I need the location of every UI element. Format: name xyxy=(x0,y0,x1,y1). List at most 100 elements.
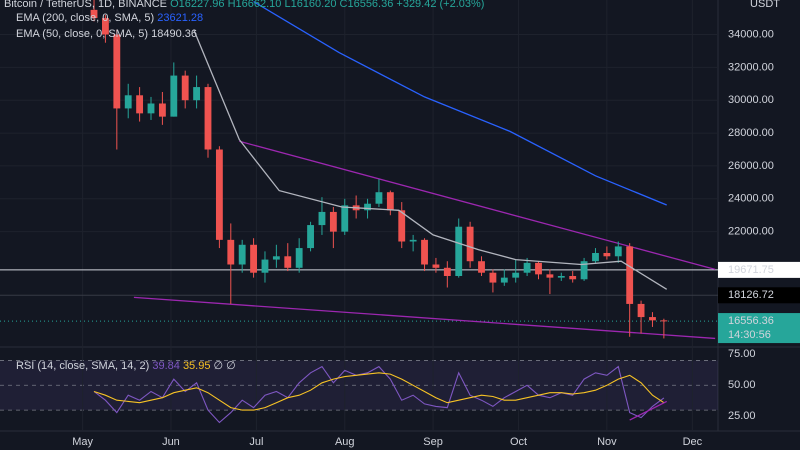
rsi-tick-label: 25.00 xyxy=(728,410,756,422)
x-tick-label: Jun xyxy=(162,436,180,448)
price-label-box xyxy=(718,313,800,344)
x-tick-label: May xyxy=(72,436,93,448)
label-layer: Bitcoin / TetherUS, 1D, BINANCE O16227.9… xyxy=(4,0,800,448)
candle-body xyxy=(432,264,440,268)
candle-body xyxy=(546,274,554,278)
y-tick-label: 30000.00 xyxy=(728,94,774,106)
candle-body xyxy=(489,272,497,283)
trendline xyxy=(239,140,716,271)
currency: USDT xyxy=(750,0,780,10)
candle-body xyxy=(660,320,668,322)
candle-body xyxy=(329,211,337,232)
candle-body xyxy=(398,210,406,242)
candle-body xyxy=(284,256,292,268)
legend-value: 35.95 xyxy=(183,360,211,372)
candle-body xyxy=(603,253,611,257)
rsi-tick-label: 50.00 xyxy=(728,379,756,391)
candle-body xyxy=(455,226,463,276)
candle-body xyxy=(523,262,531,273)
ohlc: O16227.96 H16662.10 L16160.20 C16556.36 … xyxy=(170,0,484,10)
candle-body xyxy=(421,239,428,265)
legend-name: EMA (50, close, 0, SMA, 5) xyxy=(16,28,148,40)
candle-body xyxy=(614,246,622,257)
candle-body xyxy=(124,95,132,109)
y-tick-label: 32000.00 xyxy=(728,61,774,73)
candle-body xyxy=(261,259,269,273)
candle-body xyxy=(500,277,508,283)
legend-ema200: EMA (200, close, 0, SMA, 5) 23621.28 xyxy=(16,12,203,24)
candle-body xyxy=(181,75,189,101)
x-tick-label: Dec xyxy=(683,436,703,448)
x-tick-label: Aug xyxy=(335,436,355,448)
y-tick-label: 26000.00 xyxy=(728,160,774,172)
candle-body xyxy=(637,303,645,318)
candle-body xyxy=(250,244,257,273)
rsi-band xyxy=(0,360,718,411)
candle-body xyxy=(227,239,235,265)
candle-body xyxy=(649,317,656,321)
candle-body xyxy=(136,95,144,114)
candle-body xyxy=(215,149,223,240)
rsi-layer xyxy=(0,360,718,411)
y-tick-label: 34000.00 xyxy=(728,28,774,40)
rsi-trendline xyxy=(629,400,668,421)
candle-body xyxy=(170,75,178,117)
candle-body xyxy=(295,248,303,268)
legend-rsi: RSI (14, close, SMA, 14, 2) 39.84 35.95 … xyxy=(16,360,236,372)
candle-body xyxy=(626,246,634,304)
candle-body xyxy=(580,261,588,280)
legend-ema50: EMA (50, close, 0, SMA, 5) 18490.36 xyxy=(16,28,197,40)
chart-title: Bitcoin / TetherUS, 1D, BINANCE O16227.9… xyxy=(4,0,484,10)
candle-body xyxy=(386,192,394,211)
price-label-box xyxy=(718,287,800,304)
candle-body xyxy=(158,103,166,117)
y-tick-label: 24000.00 xyxy=(728,193,774,205)
trendline xyxy=(133,296,716,340)
candle-body xyxy=(443,267,451,276)
price-label: 16556.36 xyxy=(728,315,774,327)
candle-body xyxy=(193,87,201,101)
candle-body xyxy=(375,192,383,204)
price-label: 19671.75 xyxy=(728,264,774,276)
candle-body xyxy=(147,103,155,114)
legend-value: 18490.36 xyxy=(151,28,197,40)
y-tick-label: 28000.00 xyxy=(728,127,774,139)
candle-body xyxy=(307,225,314,249)
candle-body xyxy=(478,261,485,273)
candle-body xyxy=(272,256,280,260)
candle-body xyxy=(238,244,246,265)
legend-value: 39.84 xyxy=(152,360,180,372)
legend-value: 23621.28 xyxy=(157,12,203,24)
ema-line xyxy=(253,1,667,206)
candle-body xyxy=(341,205,349,232)
candle-body xyxy=(466,226,474,262)
candle-body xyxy=(569,276,577,280)
candle-body xyxy=(557,276,565,278)
candle-body xyxy=(90,9,98,19)
candle-body xyxy=(535,262,542,275)
x-tick-label: Oct xyxy=(510,436,527,448)
rsi-tick-label: 75.00 xyxy=(728,348,756,360)
plot-layer xyxy=(0,0,718,430)
symbol: Bitcoin / TetherUS, 1D, BINANCE xyxy=(4,0,167,10)
candle-body xyxy=(364,203,371,211)
x-tick-label: Jul xyxy=(249,436,263,448)
x-tick-label: Sep xyxy=(423,436,443,448)
candle-body xyxy=(102,18,109,35)
countdown: 14:30:56 xyxy=(728,329,771,341)
legend-name: RSI (14, close, SMA, 14, 2) xyxy=(16,360,149,372)
candle-body xyxy=(204,87,212,150)
candle-body xyxy=(409,239,417,242)
ema-line xyxy=(193,29,668,290)
legend-name: EMA (200, close, 0, SMA, 5) xyxy=(16,12,154,24)
x-tick-label: Nov xyxy=(597,436,617,448)
candle-body xyxy=(113,34,121,109)
rsi-ma-line xyxy=(93,372,665,411)
candle-body xyxy=(318,211,326,226)
legend-extra: ∅ ∅ xyxy=(214,360,236,372)
rsi-line xyxy=(93,365,665,424)
y-tick-label: 22000.00 xyxy=(728,226,774,238)
price-label: 18126.72 xyxy=(728,289,774,301)
